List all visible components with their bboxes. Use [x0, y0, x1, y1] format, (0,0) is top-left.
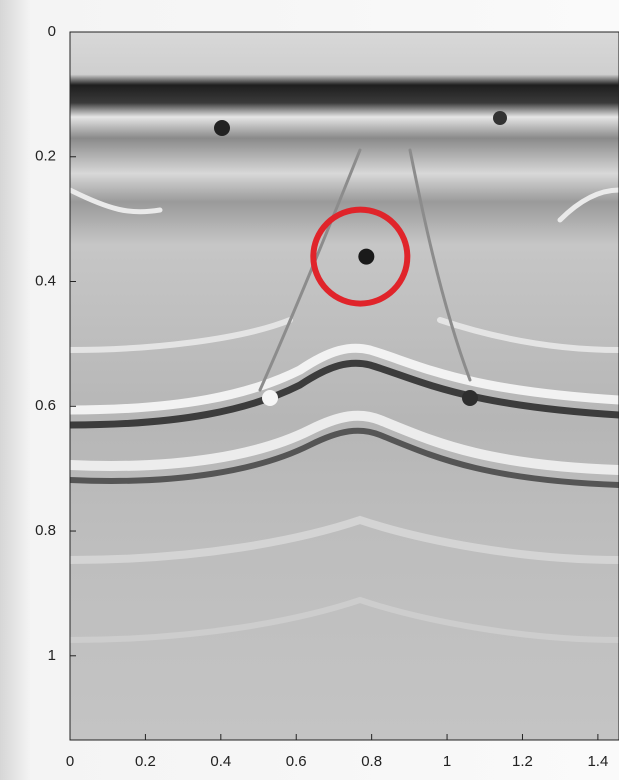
- y-tick-label: 0: [48, 23, 56, 40]
- x-tick-label: 0: [66, 753, 74, 770]
- x-tick-label: 0.4: [210, 753, 231, 770]
- x-tick-label: 0.2: [135, 753, 156, 770]
- x-tick-label: 0.6: [286, 753, 307, 770]
- x-tick-label: 0.8: [361, 753, 382, 770]
- highlight-circle: [310, 206, 411, 307]
- axes-frame: [69, 31, 619, 741]
- radargram: [70, 32, 619, 740]
- y-tick-label: 0.2: [35, 148, 56, 165]
- y-tick-label: 0.6: [35, 397, 56, 414]
- y-tick-label: 0.4: [35, 272, 56, 289]
- y-tick-label: 1: [48, 647, 56, 664]
- y-tick-label: 0.8: [35, 522, 56, 539]
- target-blob: [358, 248, 375, 265]
- x-tick-label: 1.4: [587, 753, 608, 770]
- x-tick-label: 1.2: [512, 753, 533, 770]
- x-tick-label: 1: [443, 753, 451, 770]
